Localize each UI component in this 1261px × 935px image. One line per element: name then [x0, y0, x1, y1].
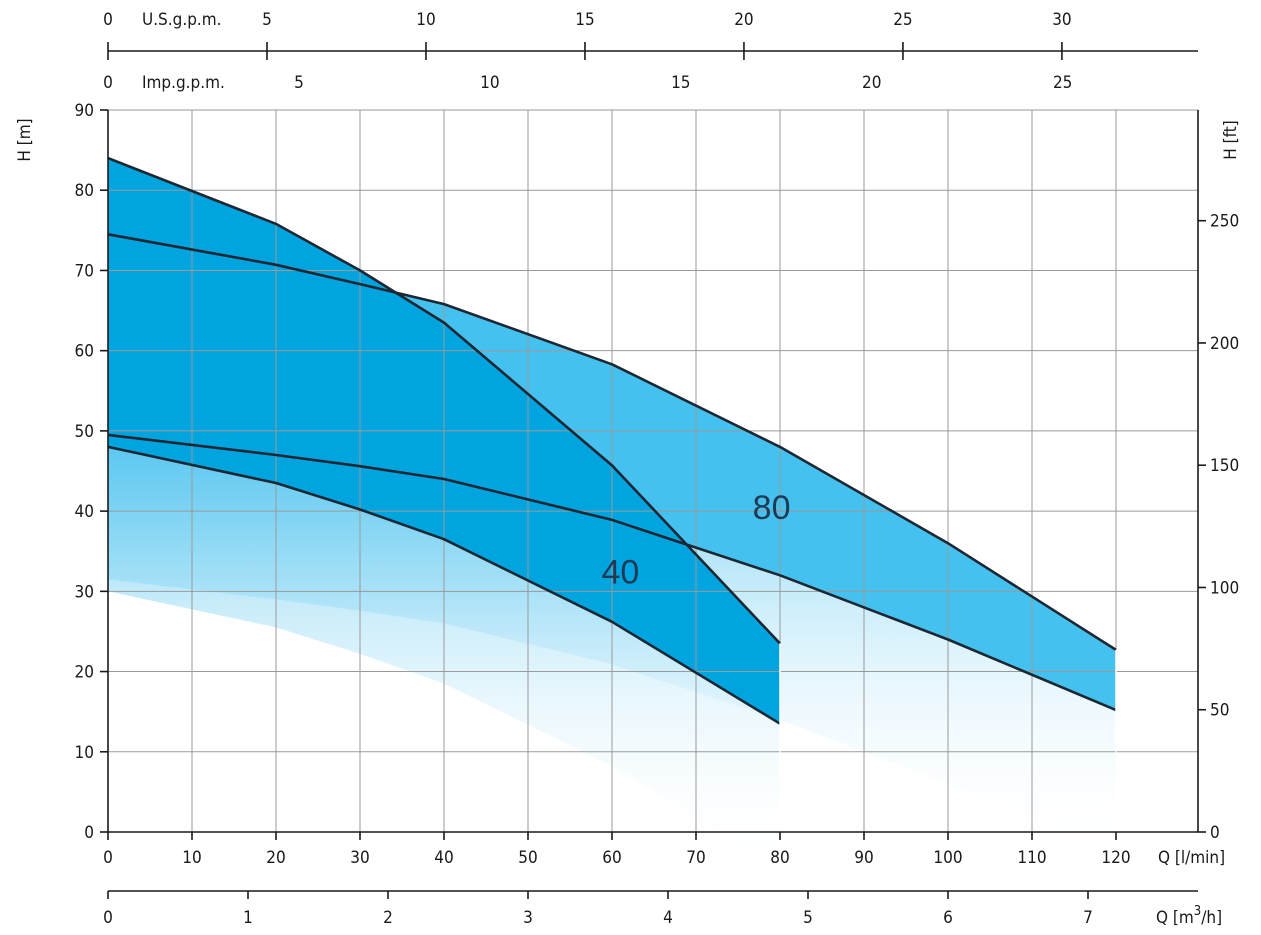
- y-tick-label-80: 80: [75, 181, 94, 201]
- curve-40-max: [107, 156, 781, 645]
- curve-80-min: [107, 433, 1117, 712]
- y-tick-label-20: 20: [75, 663, 94, 683]
- x2-axis-title: Q [m3/h]: [1156, 904, 1222, 928]
- imp-gpm-tick-label-5: 5: [294, 73, 304, 93]
- y-tick-label-70: 70: [75, 261, 94, 281]
- x-tick-label-10: 10: [182, 848, 201, 868]
- imp-gpm-tick-label-15: 15: [671, 73, 690, 93]
- y2-tick-label-150: 150: [1210, 456, 1239, 476]
- y-tick-label-0: 0: [84, 823, 94, 843]
- y-axis-title-right: H [ft]: [1221, 120, 1241, 159]
- curve-80-max: [107, 233, 1117, 651]
- x2-tick-label-7: 7: [1083, 908, 1093, 928]
- x2-tick-label-4: 4: [663, 908, 673, 928]
- x-tick-label-40: 40: [434, 848, 453, 868]
- imp-gpm-tick-label-10: 10: [480, 73, 499, 93]
- us-gpm-tick-label-25: 25: [893, 10, 912, 30]
- us-gpm-tick-label-20: 20: [734, 10, 753, 30]
- axes: [100, 42, 1206, 899]
- imp-gpm-tick-label-25: 25: [1053, 73, 1072, 93]
- x-tick-label-90: 90: [854, 848, 873, 868]
- x-tick-label-60: 60: [602, 848, 621, 868]
- x-tick-label-120: 120: [1101, 848, 1130, 868]
- y-tick-label-40: 40: [75, 502, 94, 522]
- us-gpm-title: U.S.g.p.m.: [142, 10, 222, 30]
- x2-tick-label-5: 5: [803, 908, 813, 928]
- y2-tick-label-200: 200: [1210, 334, 1239, 354]
- us-gpm-tick-label-30: 30: [1052, 10, 1071, 30]
- x-tick-label-110: 110: [1017, 848, 1046, 868]
- y2-tick-label-100: 100: [1210, 578, 1239, 598]
- imp-gpm-title: Imp.g.p.m.: [142, 73, 225, 93]
- x-axis-title: Q [l/min]: [1158, 848, 1225, 868]
- imp-gpm-tick-label-20: 20: [862, 73, 881, 93]
- x2-tick-label-1: 1: [243, 908, 253, 928]
- curve-40-min: [107, 445, 781, 725]
- curve-label-80: 80: [753, 489, 791, 527]
- imp-gpm-tick-label-0: 0: [103, 73, 113, 93]
- x2-tick-label-3: 3: [523, 908, 533, 928]
- curve-label-40: 40: [601, 553, 639, 591]
- x-tick-label-30: 30: [350, 848, 369, 868]
- x-tick-label-20: 20: [266, 848, 285, 868]
- x2-tick-label-2: 2: [383, 908, 393, 928]
- x-tick-label-50: 50: [518, 848, 537, 868]
- x-tick-label-70: 70: [686, 848, 705, 868]
- y-axis-title-left: H [m]: [15, 118, 35, 161]
- y2-tick-label-250: 250: [1210, 212, 1239, 232]
- us-gpm-tick-label-15: 15: [575, 10, 594, 30]
- us-gpm-tick-label-10: 10: [416, 10, 435, 30]
- x2-tick-label-0: 0: [103, 908, 113, 928]
- x2-tick-label-6: 6: [943, 908, 953, 928]
- us-gpm-tick-label-5: 5: [262, 10, 272, 30]
- performance-curves: [107, 156, 1117, 869]
- y-tick-label-50: 50: [75, 422, 94, 442]
- x-tick-label-100: 100: [933, 848, 962, 868]
- y-tick-label-60: 60: [75, 342, 94, 362]
- y-tick-label-10: 10: [75, 743, 94, 763]
- us-gpm-tick-label-0: 0: [103, 10, 113, 30]
- curve-labels: 80 40: [601, 489, 790, 591]
- y-tick-label-90: 90: [75, 101, 94, 121]
- y2-tick-label-0: 0: [1210, 823, 1220, 843]
- y2-tick-label-50: 50: [1210, 701, 1229, 721]
- x-tick-label-80: 80: [770, 848, 789, 868]
- y-tick-label-30: 30: [75, 582, 94, 602]
- x-tick-label-0: 0: [103, 848, 113, 868]
